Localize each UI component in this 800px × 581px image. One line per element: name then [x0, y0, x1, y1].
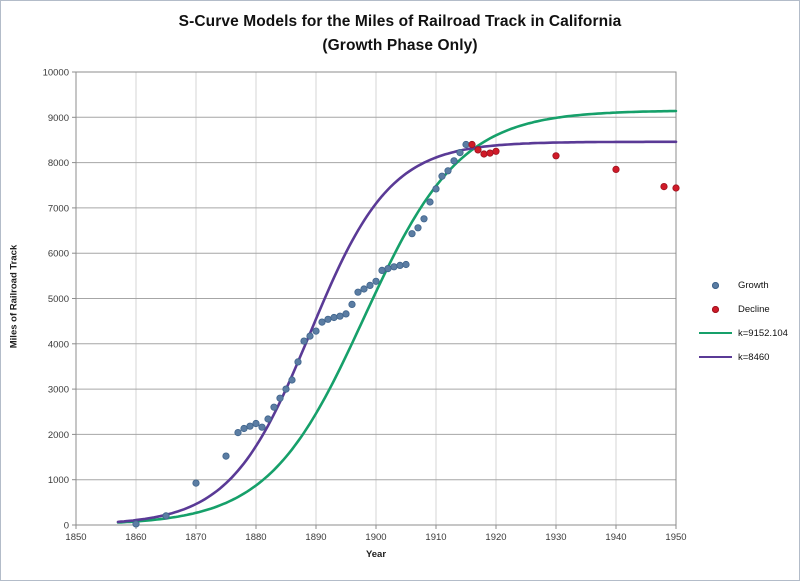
legend-item: k=9152.104 — [699, 321, 795, 345]
data-point — [492, 147, 500, 155]
x-tick-label: 1900 — [365, 532, 386, 543]
x-tick-label: 1950 — [665, 532, 686, 543]
y-tick-label: 3000 — [48, 385, 69, 396]
x-tick-label: 1920 — [485, 532, 506, 543]
data-point — [462, 140, 470, 149]
data-point — [372, 277, 380, 285]
y-tick-label: 1000 — [48, 475, 69, 486]
y-tick-label: 8000 — [48, 158, 69, 169]
data-point — [318, 318, 326, 326]
legend-item: k=8460 — [699, 345, 795, 369]
x-tick-label: 1850 — [65, 532, 86, 543]
data-point — [264, 415, 272, 423]
data-point — [408, 230, 416, 238]
x-tick-label: 1910 — [425, 532, 446, 543]
data-point — [288, 376, 296, 384]
data-point — [258, 423, 266, 431]
legend-label: Growth — [738, 279, 769, 291]
chart-title: S-Curve Models for the Miles of Railroad… — [1, 10, 799, 58]
data-point — [426, 198, 434, 206]
data-point — [432, 185, 440, 193]
data-point — [222, 452, 230, 460]
data-point — [276, 394, 284, 402]
data-point — [384, 264, 392, 273]
data-point — [612, 165, 620, 173]
data-point — [348, 300, 356, 308]
data-point — [312, 327, 320, 335]
data-point — [294, 358, 302, 366]
legend: Growth Decline k=9152.104 k=8460 — [699, 273, 795, 369]
data-point — [282, 385, 290, 393]
data-point — [390, 263, 398, 271]
x-tick-label: 1880 — [245, 532, 266, 543]
y-tick-label: 0 — [64, 521, 69, 532]
data-point — [672, 184, 680, 192]
data-point — [486, 149, 494, 157]
data-point — [450, 157, 458, 165]
data-point — [342, 310, 350, 318]
x-tick-label: 1890 — [305, 532, 326, 543]
data-point — [366, 281, 374, 289]
data-point — [132, 520, 140, 528]
legend-dot-icon — [699, 305, 732, 313]
data-point — [378, 266, 386, 274]
data-point — [192, 479, 200, 487]
plot-border — [75, 71, 677, 526]
data-point — [354, 288, 362, 296]
legend-dot-icon — [699, 281, 732, 289]
legend-label: k=8460 — [738, 351, 770, 363]
data-point — [324, 315, 332, 323]
data-point — [438, 172, 446, 180]
chart-title-line1: S-Curve Models for the Miles of Railroad… — [178, 13, 622, 30]
data-point — [306, 332, 314, 340]
data-point — [330, 313, 338, 322]
data-point — [270, 403, 278, 411]
data-point — [420, 215, 428, 223]
legend-line-icon — [699, 331, 732, 335]
y-tick-label: 6000 — [48, 249, 69, 260]
y-tick-label: 4000 — [48, 339, 69, 350]
data-point — [444, 167, 452, 175]
x-axis-title: Year — [365, 549, 387, 560]
x-tick-label: 1860 — [125, 532, 146, 543]
data-point — [468, 140, 476, 149]
legend-line-icon — [699, 355, 732, 359]
data-point — [660, 183, 668, 191]
data-point — [474, 146, 482, 154]
model-curve — [116, 109, 678, 524]
x-tick-label: 1940 — [605, 532, 626, 543]
data-point — [300, 337, 308, 345]
y-tick-label: 7000 — [48, 203, 69, 214]
data-point — [360, 285, 368, 293]
data-point — [234, 428, 242, 437]
data-point — [240, 424, 248, 433]
y-tick-label: 5000 — [48, 294, 69, 305]
data-point — [336, 312, 344, 320]
legend-item: Decline — [699, 297, 795, 321]
x-tick-label: 1930 — [545, 532, 566, 543]
data-point — [396, 261, 404, 269]
y-tick-label: 2000 — [48, 430, 69, 441]
y-tick-label: 10000 — [43, 68, 69, 79]
data-point — [480, 150, 488, 158]
chart-title-line2: (Growth Phase Only) — [322, 37, 478, 54]
data-point — [162, 512, 170, 520]
legend-label: k=9152.104 — [738, 327, 788, 339]
legend-item: Growth — [699, 273, 795, 297]
data-point — [552, 152, 560, 160]
x-tick-label: 1870 — [185, 532, 206, 543]
y-tick-label: 9000 — [48, 113, 69, 124]
data-point — [246, 422, 254, 430]
data-point — [402, 260, 410, 269]
data-point — [252, 419, 260, 428]
legend-label: Decline — [738, 303, 770, 315]
model-curve — [116, 140, 678, 524]
data-point — [414, 224, 422, 232]
data-point — [456, 149, 464, 157]
